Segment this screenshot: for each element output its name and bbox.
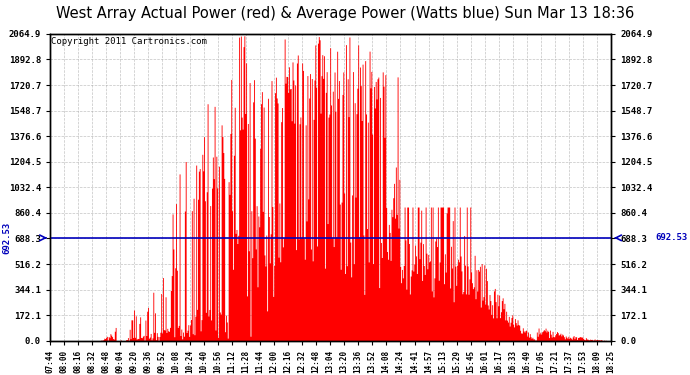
Text: West Array Actual Power (red) & Average Power (Watts blue) Sun Mar 13 18:36: West Array Actual Power (red) & Average …: [56, 6, 634, 21]
Text: 692.53: 692.53: [656, 233, 688, 242]
Text: 692.53: 692.53: [2, 222, 11, 254]
Text: Copyright 2011 Cartronics.com: Copyright 2011 Cartronics.com: [51, 37, 207, 46]
